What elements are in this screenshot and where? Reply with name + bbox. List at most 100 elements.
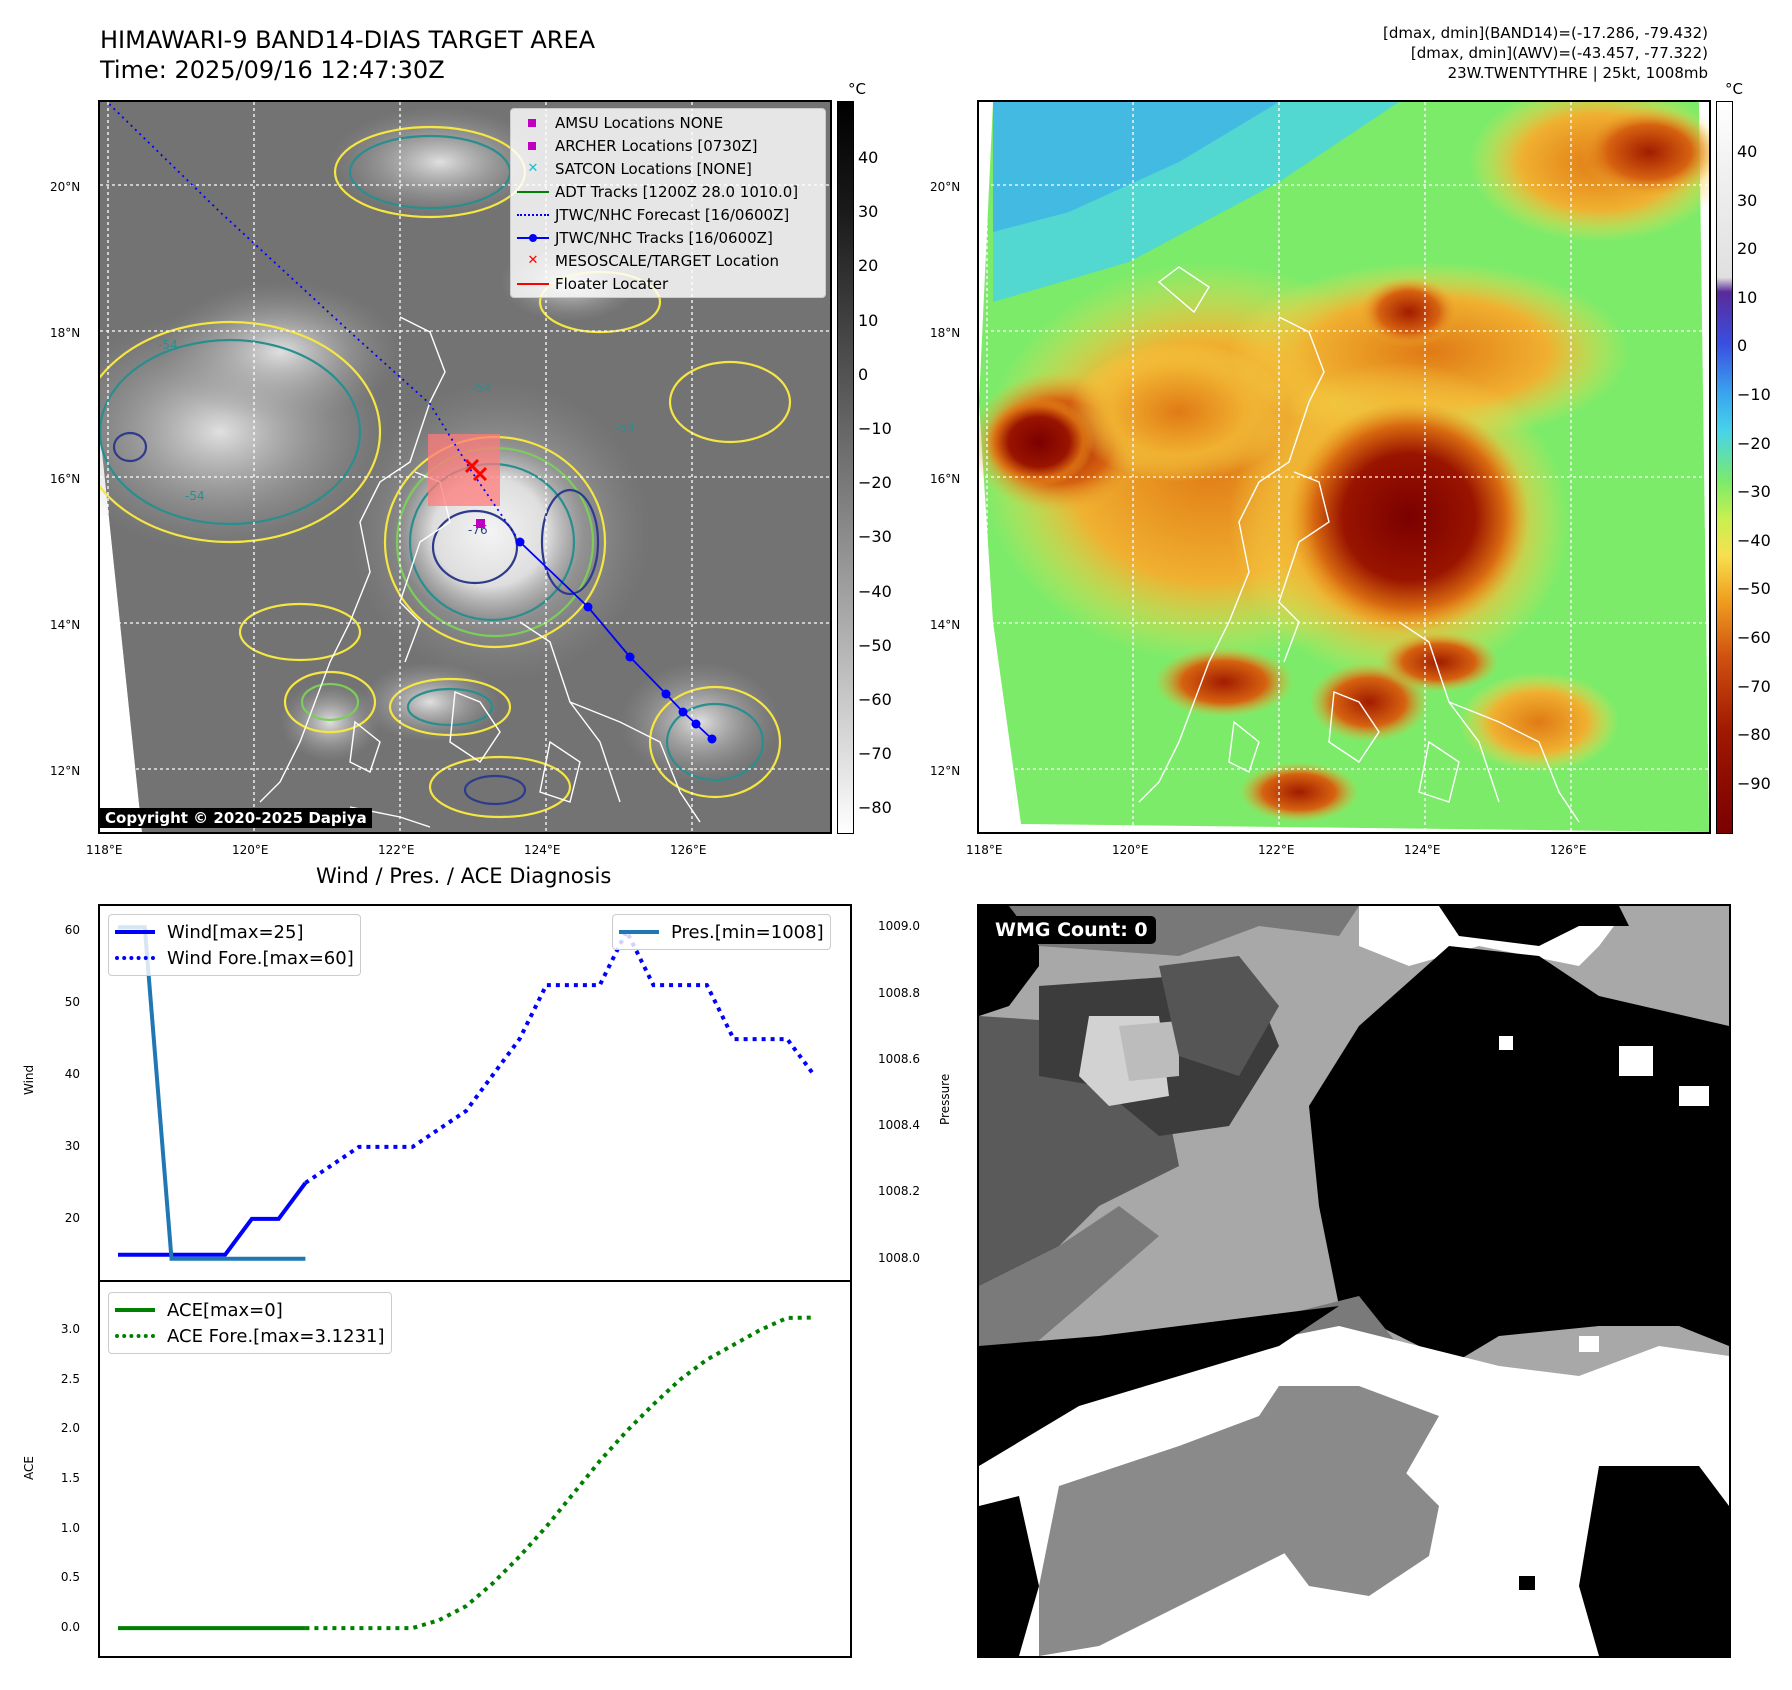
ace-tick-label: 2.5 xyxy=(60,1371,80,1386)
legend-item-wind-fore: Wind Fore.[max=60] xyxy=(115,945,354,971)
legend-item-wind: Wind[max=25] xyxy=(115,919,354,945)
legend-item-amsu: AMSU Locations NONE xyxy=(511,111,825,134)
colorbar-tick-label: −90 xyxy=(1737,773,1771,793)
ace-plot: ACE[max=0] ACE Fore.[max=3.1231] xyxy=(98,1280,852,1658)
pressure-tick-label: 1008.0 xyxy=(878,1250,920,1265)
pressure-axis-label: Pressure xyxy=(938,1073,952,1125)
colorbar-tick-label: 10 xyxy=(858,310,879,330)
ace-axis-label: ACE xyxy=(22,1456,36,1480)
ace-tick-label: 0.0 xyxy=(60,1620,80,1635)
legend-item-archer: ARCHER Locations [0730Z] xyxy=(511,134,825,157)
lon-label: 122°E xyxy=(378,843,415,857)
wmg-panel: WMG Count: 0 xyxy=(977,904,1731,1658)
lat-label: 20°N xyxy=(50,180,81,194)
colorbar-tick-label: −60 xyxy=(1737,628,1771,647)
colorbar-tick-label: 40 xyxy=(858,148,879,167)
ace-tick-label: 2.0 xyxy=(60,1421,80,1436)
lat-label: 12°N xyxy=(50,764,81,778)
colorbar-tick-label: −50 xyxy=(858,635,892,655)
colorbar-tick-label: −20 xyxy=(1737,433,1771,453)
bd-map-panel xyxy=(977,100,1711,834)
colorbar-tick-label: 30 xyxy=(858,202,879,222)
stats-storm: 23W.TWENTYTHRE | 25kt, 1008mb xyxy=(1447,64,1708,82)
colorbar-tick-label: −50 xyxy=(1737,579,1771,599)
wind-legend: Wind[max=25] Wind Fore.[max=60] xyxy=(108,914,361,976)
wind-pressure-svg xyxy=(118,925,816,1261)
colorbar-tick-label: −70 xyxy=(1737,676,1771,696)
lat-label: 20°N xyxy=(930,180,961,194)
stats-band14: [dmax, dmin](BAND14)=(-17.286, -79.432) xyxy=(1383,24,1708,42)
pressure-tick-label: 1008.6 xyxy=(878,1051,920,1066)
lon-label: 122°E xyxy=(1258,843,1295,857)
wind-tick-label: 40 xyxy=(64,1067,80,1082)
wind-pressure-plot: Wind[max=25] Wind Fore.[max=60] Pres.[mi… xyxy=(98,904,852,1282)
lat-label: 16°N xyxy=(50,472,81,486)
wind-forecast-line xyxy=(304,926,816,1185)
colorbar-tick-label: −10 xyxy=(858,419,892,438)
colorbar-tick-label: −80 xyxy=(1737,725,1771,745)
colorbar-gray-unit: °C xyxy=(848,80,866,98)
diag-title: Wind / Pres. / ACE Diagnosis xyxy=(316,864,612,888)
contour-label: -54 xyxy=(615,421,635,435)
lat-label: 12°N xyxy=(930,764,961,778)
lat-label: 16°N xyxy=(930,472,961,486)
colorbar-tick-label: −30 xyxy=(858,527,892,547)
lat-label: 18°N xyxy=(50,326,81,340)
lat-label: 14°N xyxy=(50,618,81,632)
colorbar-tick-label: 0 xyxy=(1737,336,1748,356)
lat-label: 14°N xyxy=(930,618,961,632)
wind-tick-label: 60 xyxy=(64,923,80,938)
pressure-legend: Pres.[min=1008] xyxy=(612,914,831,950)
colorbar-tick-label: −20 xyxy=(858,473,892,493)
wind-tick-label: 20 xyxy=(64,1210,80,1225)
wmg-image xyxy=(979,906,1729,1656)
colorbar-color-unit: °C xyxy=(1725,80,1743,98)
legend-item-floater: Floater Locater xyxy=(511,272,825,295)
colorbar-gray xyxy=(837,101,854,834)
lon-label: 120°E xyxy=(232,843,269,857)
pressure-tick-label: 1009.0 xyxy=(878,919,920,934)
colorbar-tick-label: 20 xyxy=(1737,239,1758,259)
legend-item-target: ✕ MESOSCALE/TARGET Location xyxy=(527,251,780,270)
legend-item-adt: ADT Tracks [1200Z 28.0 1010.0] xyxy=(511,180,825,203)
figure-title: HIMAWARI-9 BAND14-DIAS TARGET AREA xyxy=(100,26,596,54)
map-legend: AMSU Locations NONE ARCHER Locations [07… xyxy=(510,108,826,298)
lon-label: 118°E xyxy=(966,843,1003,857)
legend-item-pres: Pres.[min=1008] xyxy=(619,919,824,945)
legend-item-jtwc-tracks: JTWC/NHC Tracks [16/0600Z] xyxy=(511,226,825,249)
lon-label: 118°E xyxy=(86,843,123,857)
colorbar-tick-label: −30 xyxy=(1737,482,1771,502)
ace-legend: ACE[max=0] ACE Fore.[max=3.1231] xyxy=(108,1292,392,1354)
wind-tick-label: 30 xyxy=(64,1138,80,1153)
contour-label: -54 xyxy=(185,489,205,503)
lon-label: 124°E xyxy=(1404,843,1441,857)
ace-tick-label: 0.5 xyxy=(60,1570,80,1585)
colorbar-tick-label: −80 xyxy=(858,798,892,818)
wmg-count-label: WMG Count: 0 xyxy=(987,916,1156,944)
ace-tick-label: 1.5 xyxy=(60,1470,80,1485)
lat-label: 18°N xyxy=(930,326,961,340)
legend-item-jtwc-forecast: JTWC/NHC Forecast [16/0600Z] xyxy=(511,203,825,226)
stats-awv: [dmax, dmin](AWV)=(-43.457, -77.322) xyxy=(1410,44,1708,62)
ace-tick-label: 3.0 xyxy=(60,1321,80,1336)
wind-tick-label: 50 xyxy=(64,995,80,1010)
colorbar-tick-label: 40 xyxy=(1737,142,1758,161)
lon-label: 120°E xyxy=(1112,843,1149,857)
pressure-tick-label: 1008.2 xyxy=(878,1184,920,1199)
ace-forecast-line xyxy=(305,1315,815,1631)
bd-map-image xyxy=(979,102,1709,832)
ace-tick-label: 1.0 xyxy=(60,1520,80,1535)
colorbar-tick-label: 10 xyxy=(1737,287,1758,307)
colorbar-color xyxy=(1716,101,1733,834)
colorbar-tick-label: 0 xyxy=(858,364,869,384)
colorbar-tick-label: −70 xyxy=(858,744,892,764)
lon-label: 126°E xyxy=(670,843,707,857)
pressure-tick-label: 1008.8 xyxy=(878,985,920,1000)
contour-label: -54 xyxy=(472,381,492,395)
lon-label: 126°E xyxy=(1550,843,1587,857)
pressure-line xyxy=(118,925,306,1261)
legend-item-ace-fore: ACE Fore.[max=3.1231] xyxy=(115,1323,385,1349)
ace-svg xyxy=(118,1315,815,1631)
wind-line xyxy=(118,1181,308,1257)
colorbar-tick-label: −40 xyxy=(1737,530,1771,550)
